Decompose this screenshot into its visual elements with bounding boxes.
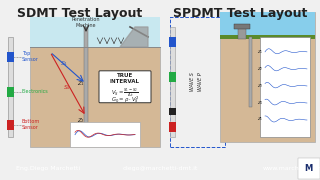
Text: www.marchetti-dmt.it: www.marchetti-dmt.it xyxy=(262,166,320,171)
Text: $Z_2$: $Z_2$ xyxy=(77,116,85,125)
Text: $Z_2$: $Z_2$ xyxy=(257,65,263,73)
Text: M: M xyxy=(305,164,313,173)
Text: $Z_3$: $Z_3$ xyxy=(257,82,264,90)
Text: Top
Sensor: Top Sensor xyxy=(22,51,39,62)
Text: TRUE
INTERVAL: TRUE INTERVAL xyxy=(110,73,140,84)
Text: $Z_4$: $Z_4$ xyxy=(257,99,264,107)
Text: $V_S = \frac{S_1 - S_2}{\Delta t}$: $V_S = \frac{S_1 - S_2}{\Delta t}$ xyxy=(111,87,139,99)
Bar xyxy=(30,17,160,47)
Text: $Z_5$: $Z_5$ xyxy=(257,116,263,123)
Bar xyxy=(30,47,160,147)
Text: $G_0 = \rho \cdot V_S^2$: $G_0 = \rho \cdot V_S^2$ xyxy=(111,94,139,105)
Text: $Z_1$: $Z_1$ xyxy=(257,48,264,56)
Text: diego@marchetti-dmt.it: diego@marchetti-dmt.it xyxy=(122,166,198,171)
Bar xyxy=(260,37,310,137)
Bar xyxy=(220,35,315,39)
Text: Eng.Diego Marchetti: Eng.Diego Marchetti xyxy=(16,166,80,171)
Bar xyxy=(298,158,320,179)
Bar xyxy=(169,37,176,47)
Text: $S_2$: $S_2$ xyxy=(63,83,71,92)
Text: Electronics: Electronics xyxy=(22,89,49,94)
Bar xyxy=(238,27,246,39)
FancyBboxPatch shape xyxy=(99,71,151,103)
Bar xyxy=(170,17,225,147)
Bar xyxy=(8,37,13,137)
Bar xyxy=(169,72,176,82)
Bar xyxy=(7,120,14,130)
Bar xyxy=(70,122,140,147)
Bar xyxy=(7,52,14,62)
Bar xyxy=(7,87,14,97)
Text: Bottom
Sensor: Bottom Sensor xyxy=(22,119,40,130)
Polygon shape xyxy=(120,27,148,47)
Bar xyxy=(169,122,176,132)
Text: $S_1$: $S_1$ xyxy=(60,59,68,68)
Bar xyxy=(249,37,252,107)
Text: SPDMT Test Layout: SPDMT Test Layout xyxy=(173,7,307,20)
Text: WAVE S: WAVE S xyxy=(189,72,195,91)
Text: SDMT Test Layout: SDMT Test Layout xyxy=(17,7,143,20)
Bar xyxy=(169,108,176,115)
Bar xyxy=(234,24,250,29)
Bar xyxy=(84,27,88,127)
Text: WAVE P: WAVE P xyxy=(197,72,203,91)
Bar xyxy=(170,27,175,137)
Text: Penetration
Machine: Penetration Machine xyxy=(72,17,100,28)
Bar xyxy=(220,12,315,37)
Bar xyxy=(220,12,315,142)
Text: $Z_1$: $Z_1$ xyxy=(77,79,85,88)
